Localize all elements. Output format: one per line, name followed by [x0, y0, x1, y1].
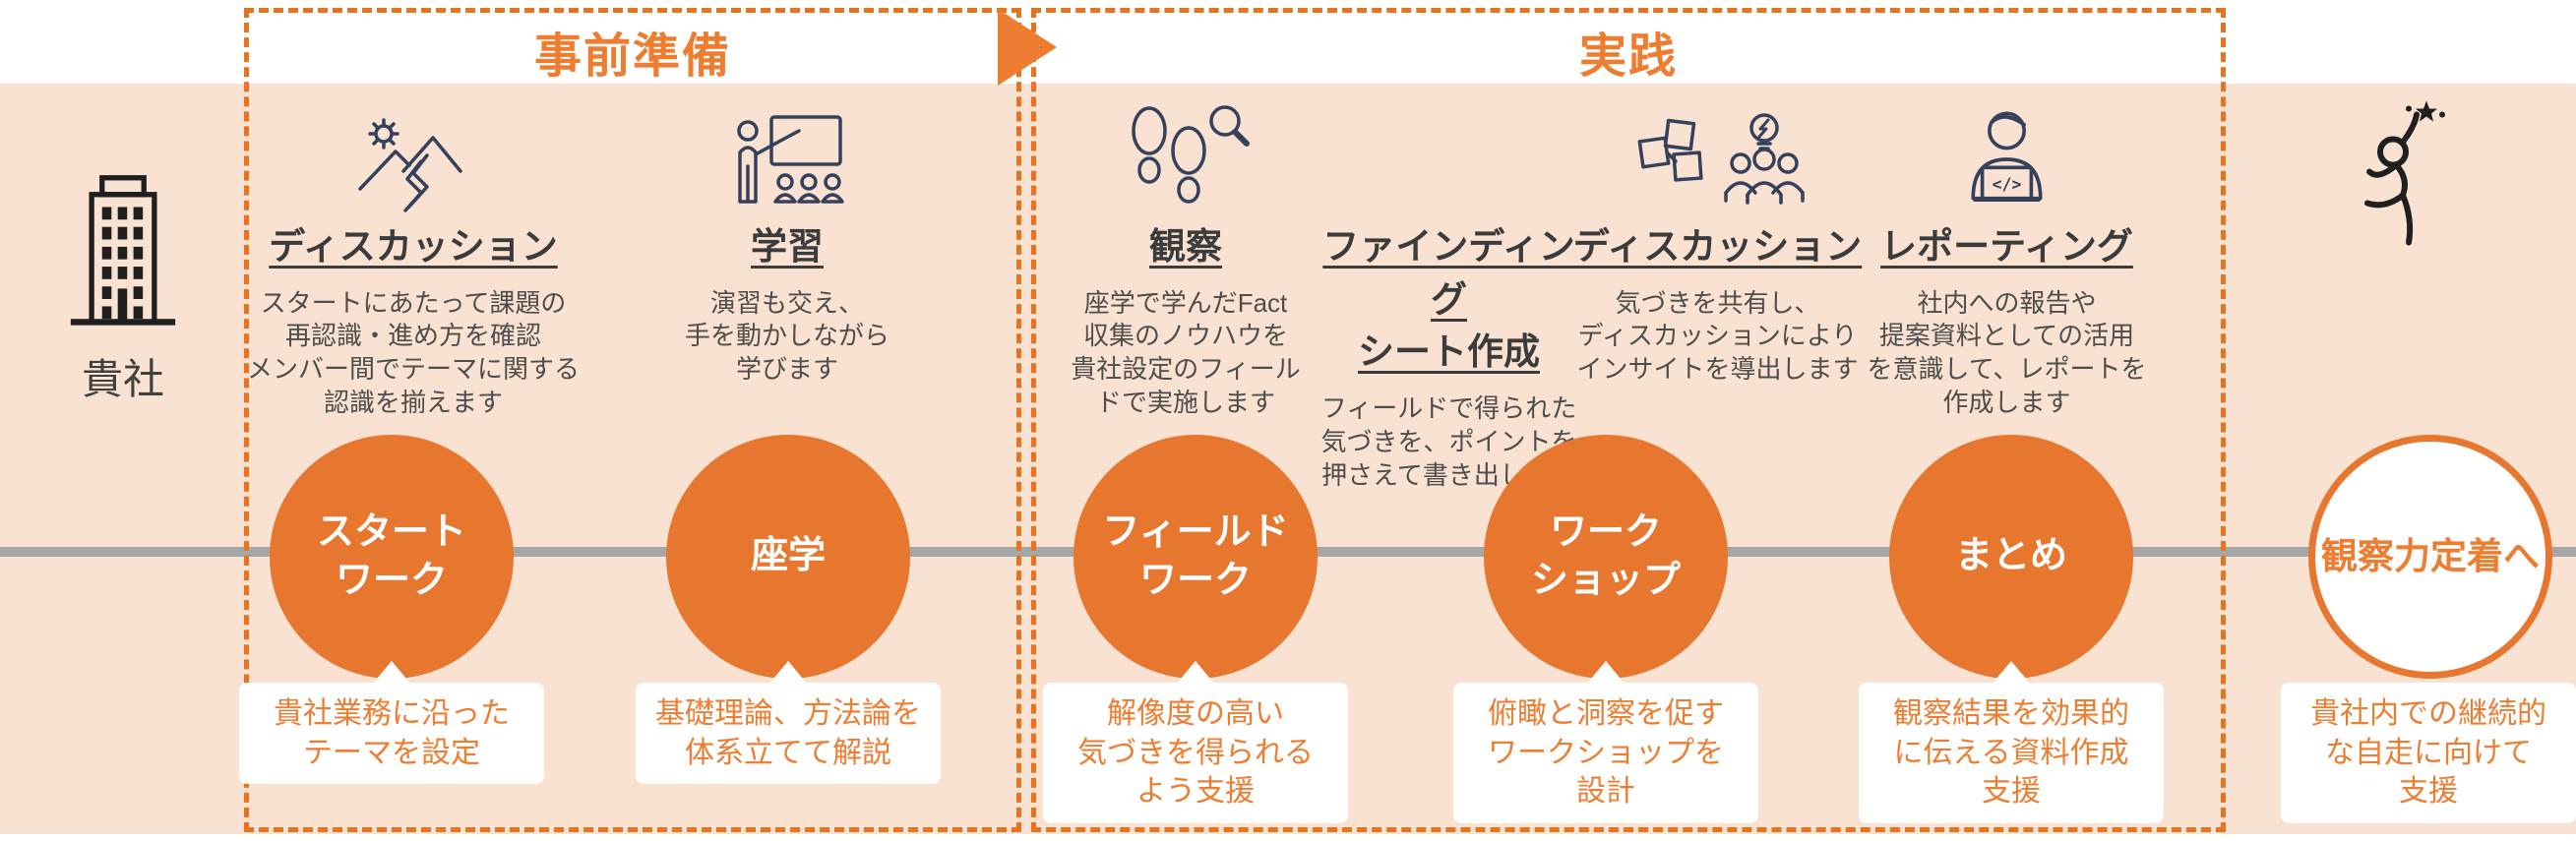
callout-workshop: 俯瞰と洞察を促す ワークショップを 設計 [1453, 661, 1758, 823]
step-heading: 学習 [751, 226, 824, 267]
step-column-finding-sheet: ファインディング シート作成 フィールドで得られた 気づきを、ポイントを 押さえ… [1314, 98, 1584, 492]
building-icon [64, 165, 182, 332]
step-heading: レポーティング [1880, 226, 2133, 267]
mountain-sun-icon [354, 98, 472, 214]
milestone-start-work: スタート ワーク [270, 435, 514, 679]
callout-start-work: 貴社業務に沿った テーマを設定 [239, 660, 544, 785]
step-description: スタートにあたって課題の 再認識・進め方を確認 メンバー間でテーマに関する 認識… [246, 287, 580, 418]
step-column-observation: 観察 座学で学んだFact 収集のノウハウを 貴社設定のフィール ドで実施します [1048, 98, 1323, 420]
step-description: 座学で学んだFact 収集のノウハウを 貴社設定のフィール ドで実施します [1071, 287, 1301, 418]
phase-label-practice: 実践 [1578, 30, 1678, 83]
phase-label-preparation: 事前準備 [533, 30, 731, 83]
step-column-reporting: </> レポーティング 社内への報告や 提案資料としての活用 を意識して、レポー… [1842, 98, 2172, 420]
phase-arrow-icon [998, 9, 1057, 86]
svg-text:</>: </> [1993, 175, 2022, 194]
step-heading: 観察 [1149, 226, 1222, 267]
phase-box-practice: 実践 [1031, 8, 2226, 832]
footprints-magnifier-icon [1120, 98, 1253, 214]
teacher-board-icon [728, 98, 846, 214]
callout-fieldwork: 解像度の高い 気づきを得られる よう支援 [1043, 661, 1348, 823]
step-description: 社内への報告や 提案資料としての活用 を意識して、レポートを 作成します [1867, 287, 2147, 418]
step-heading: ディスカッション [269, 226, 558, 267]
company-block: 貴社 [10, 165, 236, 406]
step-column-discussion-prep: ディスカッション スタートにあたって課題の 再認識・進め方を確認 メンバー間でテ… [246, 98, 581, 420]
milestone-summary: まとめ [1889, 435, 2133, 679]
step-description: 気づきを共有し、 ディスカッションにより インサイトを導出します [1576, 287, 1859, 385]
laptop-person-icon: </> [1950, 98, 2063, 214]
callout-goal: 貴社内での継続的 な自走に向けて 支援 [2281, 683, 2576, 823]
phase-box-preparation: 事前準備 [244, 8, 1021, 832]
step-column-discussion-practice: ディスカッション 気づきを共有し、 ディスカッションにより インサイトを導出しま… [1558, 98, 1877, 387]
callout-summary: 観察結果を効果的 に伝える資料作成 支援 [1859, 661, 2164, 823]
milestone-lecture: 座学 [666, 435, 910, 679]
company-label: 貴社 [81, 356, 164, 402]
notes-group-icon [1629, 98, 1807, 214]
milestone-fieldwork: フィールド ワーク [1073, 435, 1318, 679]
callout-lecture: 基礎理論、方法論を 体系立てて解説 [636, 660, 941, 785]
milestone-goal: 観察力定着へ [2308, 435, 2552, 679]
step-heading: ファインディング シート作成 [1322, 226, 1575, 373]
step-column-learning: 学習 演習も交え、 手を動かしながら 学びます [640, 98, 935, 387]
jumping-star-icon [2354, 96, 2462, 259]
milestone-workshop: ワーク ショップ [1484, 435, 1728, 679]
step-description: 演習も交え、 手を動かしながら 学びます [684, 287, 889, 385]
step-heading: ディスカッション [1572, 226, 1863, 267]
